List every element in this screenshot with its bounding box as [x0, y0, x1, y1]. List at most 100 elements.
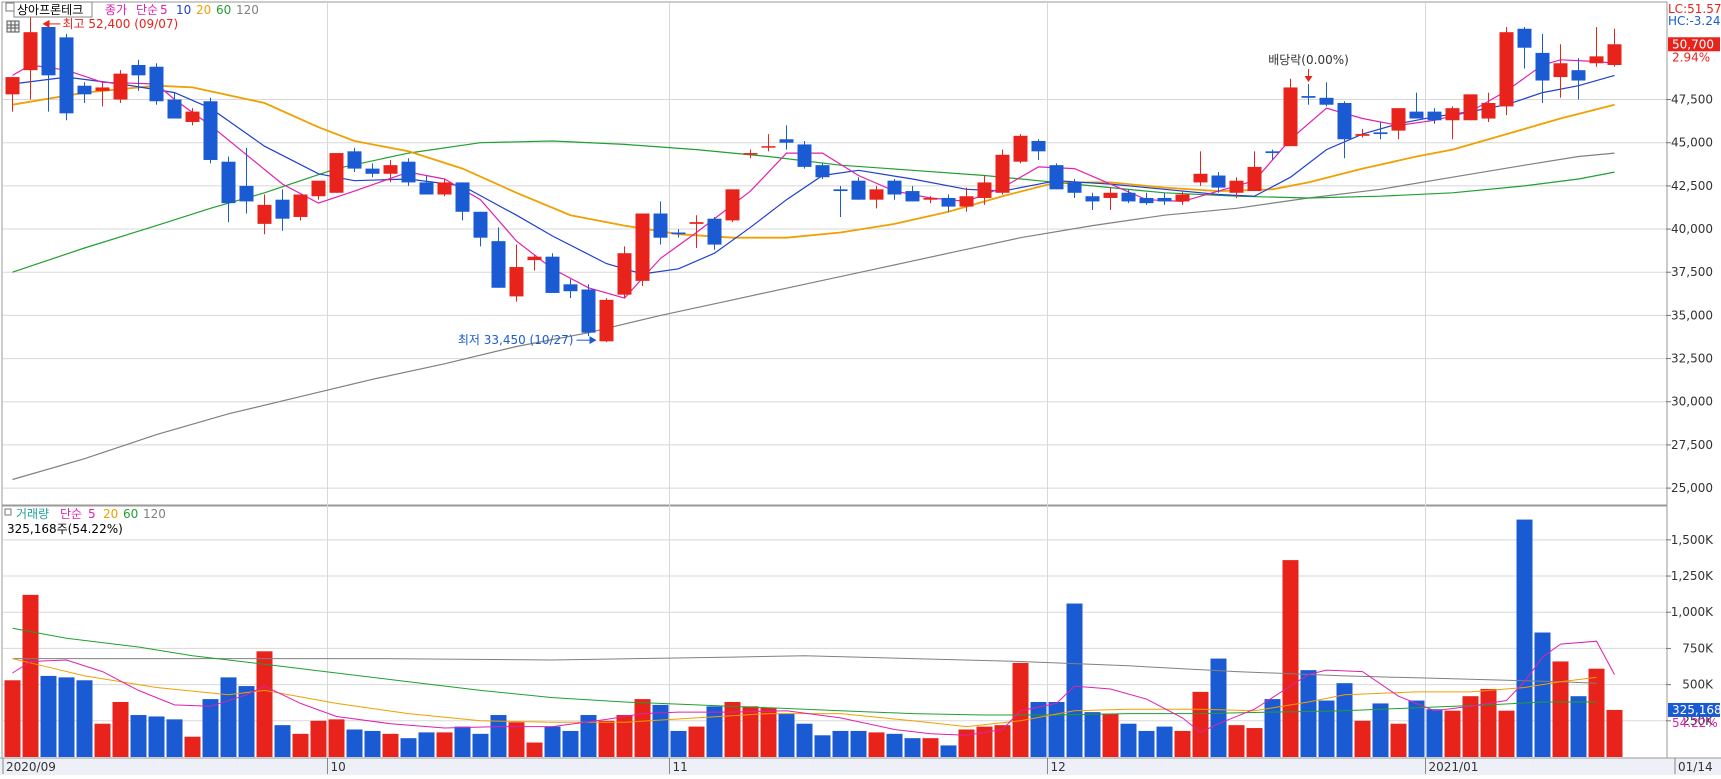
volume-bar-down — [1084, 712, 1101, 757]
candle-up — [1445, 108, 1460, 121]
candle-up — [113, 73, 128, 100]
volume-legend-name: 거래량 — [16, 507, 49, 521]
volume-bar-up — [598, 720, 615, 757]
volume-bar-up — [1498, 710, 1515, 757]
x-tick-label: 11 — [673, 760, 688, 774]
last-volume: 325,168 — [1672, 703, 1721, 717]
candle-down — [1265, 151, 1280, 154]
legend-square-icon[interactable] — [5, 2, 15, 12]
volume-bar-up — [976, 726, 993, 757]
legend-ma10: 10 — [176, 3, 191, 17]
high-annotation: 최고 52,400 (09/07) — [42, 17, 179, 31]
last-price-box — [1668, 37, 1720, 52]
candle-down — [545, 256, 560, 293]
volume-bar-up — [292, 733, 309, 757]
volume-bar-up — [1462, 696, 1479, 757]
volume-ma60-line — [12, 627, 1597, 716]
candle-up — [95, 87, 110, 91]
high-label: 최고 52,400 (09/07) — [63, 17, 179, 31]
volume-ma20-line — [12, 658, 1597, 728]
x-tick-label: 01/14 — [1678, 760, 1713, 774]
dividend-arrow-head-icon — [1304, 75, 1313, 82]
volume-bar-down — [1534, 632, 1551, 757]
candle-up — [1553, 63, 1568, 78]
volume-bar-up — [328, 719, 345, 757]
candle-up — [1481, 102, 1496, 119]
volume-tick-label: 500K — [1682, 678, 1714, 692]
volume-bar-down — [400, 738, 417, 757]
last-volume-pct: 54.22% — [1672, 716, 1718, 730]
candle-up — [509, 267, 524, 297]
lc-value: LC:51.57 — [1668, 2, 1721, 16]
candle-down — [563, 284, 578, 292]
candle-down — [1319, 97, 1334, 105]
candle-down — [1427, 111, 1442, 121]
grid-table-icon[interactable] — [6, 20, 20, 33]
volume-bar-up — [436, 732, 453, 757]
candle-up — [725, 189, 740, 221]
volume-bar-up — [760, 707, 777, 757]
stock-name-box[interactable] — [13, 1, 93, 18]
price-tick-label: 32,500 — [1671, 352, 1713, 366]
volume-ma120-line — [12, 655, 1597, 684]
candle-up — [743, 153, 758, 155]
volume-bar-down — [220, 677, 237, 757]
candle-up — [923, 197, 938, 200]
volume-bar-down — [166, 719, 183, 757]
volume-ma5-line — [12, 640, 1615, 736]
candle-down — [239, 185, 254, 202]
volume-bar-down — [652, 704, 669, 757]
volume-bar-down — [1516, 519, 1533, 757]
last-volume-box — [1668, 702, 1720, 717]
volume-bar-up — [742, 706, 759, 757]
volume-bar-up — [94, 723, 111, 757]
legend-ma120: 120 — [236, 3, 259, 17]
volume-bar-down — [1318, 700, 1335, 757]
volume-tick-label: 1,000K — [1671, 605, 1714, 619]
price-tick-label: 30,000 — [1671, 395, 1713, 409]
volume-bar-down — [418, 732, 435, 757]
candle-down — [131, 64, 146, 76]
volume-bar-down — [796, 723, 813, 757]
volume-legend-ma-label: 단순 — [60, 507, 82, 521]
candle-down — [1535, 52, 1550, 81]
volume-legend-square-icon[interactable] — [4, 508, 12, 516]
volume-bar-up — [526, 742, 543, 757]
candle-up — [185, 111, 200, 122]
x-tick-label: 2021/01 — [1429, 760, 1479, 774]
candle-down — [491, 241, 506, 288]
candle-up — [1391, 108, 1406, 131]
volume-bar-up — [1282, 560, 1299, 757]
volume-tick-label: 1,250K — [1671, 569, 1714, 583]
price-tick-label: 25,000 — [1671, 481, 1713, 495]
volume-bar-up — [1480, 688, 1497, 757]
volume-bars — [4, 519, 1623, 757]
candle-up — [869, 189, 884, 200]
volume-bar-up — [310, 720, 327, 757]
candle-up — [761, 146, 776, 148]
candle-up — [527, 256, 542, 261]
candle-down — [1517, 28, 1532, 48]
candle-up — [995, 154, 1010, 193]
candle-up — [977, 182, 992, 198]
volume-bar-down — [1336, 683, 1353, 757]
candle-up — [689, 222, 704, 224]
volume-bar-up — [868, 732, 885, 757]
volume-bar-up — [1390, 723, 1407, 757]
candle-up — [1103, 192, 1118, 198]
candle-down — [905, 191, 920, 202]
volume-bar-down — [1372, 703, 1389, 757]
candle-down — [59, 37, 74, 114]
volume-bar-up — [688, 726, 705, 757]
volume-bar-up — [22, 594, 39, 757]
volume-bar-down — [1030, 701, 1047, 757]
candle-down — [941, 197, 956, 207]
candle-down — [1373, 132, 1388, 135]
volume-bar-up — [112, 701, 129, 757]
volume-bar-down — [1120, 723, 1137, 757]
candle-down — [1301, 96, 1316, 98]
volume-legend-ma60: 60 — [123, 507, 138, 521]
volume-bar-down — [364, 730, 381, 757]
